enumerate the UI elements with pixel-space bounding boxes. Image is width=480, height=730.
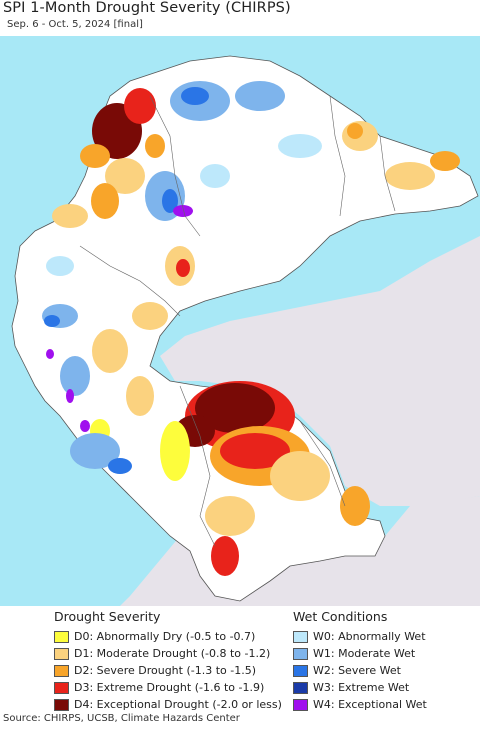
legend-item-w1: W1: Moderate Wet: [293, 645, 427, 662]
legend-item-d1: D1: Moderate Drought (-0.8 to -1.2): [54, 645, 282, 662]
legend-item-w0: W0: Abnormally Wet: [293, 628, 427, 645]
swatch-d1: [54, 647, 69, 660]
swatch-d2: [54, 664, 69, 677]
masked-interior: [160, 236, 480, 506]
map-title: SPI 1-Month Drought Severity (CHIRPS): [3, 0, 291, 16]
swatch-w0: [293, 630, 308, 643]
map-subtitle: Sep. 6 - Oct. 5, 2024 [final]: [7, 19, 143, 30]
legend-item-d4: D4: Exceptional Drought (-2.0 or less): [54, 696, 282, 713]
legend-item-d3: D3: Extreme Drought (-1.6 to -1.9): [54, 679, 282, 696]
drought-map: [0, 36, 480, 606]
legend-drought-heading: Drought Severity: [54, 609, 161, 624]
drought-patches: [52, 88, 460, 576]
swatch-w4: [293, 698, 308, 711]
swatch-d3: [54, 681, 69, 694]
legend-item-d2: D2: Severe Drought (-1.3 to -1.5): [54, 662, 282, 679]
swatch-w1: [293, 647, 308, 660]
wet-patches: [42, 81, 322, 474]
swatch-d0: [54, 630, 69, 643]
legend-item-w4: W4: Exceptional Wet: [293, 696, 427, 713]
legend-wet: Wet Conditions W0: Abnormally Wet W1: Mo…: [293, 609, 427, 713]
swatch-w2: [293, 664, 308, 677]
swatch-w3: [293, 681, 308, 694]
legend-item-w3: W3: Extreme Wet: [293, 679, 427, 696]
legend-item-d0: D0: Abnormally Dry (-0.5 to -0.7): [54, 628, 282, 645]
source-credit: Source: CHIRPS, UCSB, Climate Hazards Ce…: [3, 713, 240, 724]
swatch-d4: [54, 698, 69, 711]
borders: [79, 95, 396, 547]
legend-item-w2: W2: Severe Wet: [293, 662, 427, 679]
legend-drought: Drought Severity D0: Abnormally Dry (-0.…: [54, 609, 282, 713]
legend-wet-heading: Wet Conditions: [293, 609, 388, 624]
